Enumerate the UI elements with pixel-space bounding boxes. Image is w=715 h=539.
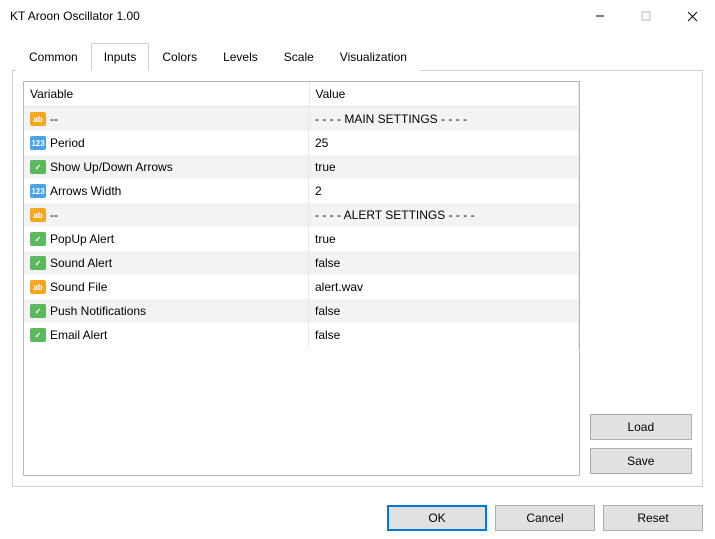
bool-type-icon: ✓ (30, 160, 46, 174)
table-row[interactable]: ✓ Sound Alert false (24, 251, 578, 275)
ok-button[interactable]: OK (387, 505, 487, 531)
value-cell[interactable]: 25 (309, 131, 578, 155)
tab-scale[interactable]: Scale (271, 43, 327, 71)
table-row[interactable]: ✓ PopUp Alert true (24, 227, 578, 251)
table-row[interactable]: ab -- - - - - ALERT SETTINGS - - - - (24, 203, 578, 227)
bool-type-icon: ✓ (30, 256, 46, 270)
variable-name: Show Up/Down Arrows (50, 160, 173, 174)
value-cell[interactable]: - - - - ALERT SETTINGS - - - - (309, 203, 578, 227)
value-cell[interactable]: true (309, 155, 578, 179)
tab-visualization[interactable]: Visualization (327, 43, 420, 71)
titlebar: KT Aroon Oscillator 1.00 (0, 0, 715, 32)
reset-button[interactable]: Reset (603, 505, 703, 531)
tab-colors[interactable]: Colors (149, 43, 210, 71)
variable-cell: ab Sound File (24, 275, 309, 299)
table-row[interactable]: ✓ Push Notifications false (24, 299, 578, 323)
minimize-button[interactable] (577, 0, 623, 32)
load-button[interactable]: Load (590, 414, 692, 440)
variable-name: Period (50, 136, 85, 150)
inputs-table-container: Variable Value ab -- - - - - MAIN SETTINGS… (23, 81, 580, 476)
variable-cell: 123 Arrows Width (24, 179, 309, 203)
string-type-icon: ab (30, 208, 46, 222)
table-row[interactable]: ✓ Email Alert false (24, 323, 578, 347)
value-cell[interactable]: - - - - MAIN SETTINGS - - - - (309, 107, 578, 132)
bool-type-icon: ✓ (30, 232, 46, 246)
tab-strip: CommonInputsColorsLevelsScaleVisualizati… (12, 42, 703, 71)
content-area: CommonInputsColorsLevelsScaleVisualizati… (0, 32, 715, 497)
variable-name: PopUp Alert (50, 232, 114, 246)
window-title: KT Aroon Oscillator 1.00 (10, 9, 577, 23)
int-type-icon: 123 (30, 184, 46, 198)
variable-name: Email Alert (50, 328, 107, 342)
cancel-button[interactable]: Cancel (495, 505, 595, 531)
inputs-table: Variable Value ab -- - - - - MAIN SETTINGS… (24, 82, 579, 347)
value-cell[interactable]: false (309, 299, 578, 323)
table-row[interactable]: ab -- - - - - MAIN SETTINGS - - - - (24, 107, 578, 132)
string-type-icon: ab (30, 112, 46, 126)
tab-inputs[interactable]: Inputs (91, 43, 150, 71)
variable-name: Push Notifications (50, 304, 146, 318)
value-cell[interactable]: alert.wav (309, 275, 578, 299)
col-header-variable[interactable]: Variable (24, 82, 309, 107)
close-button[interactable] (669, 0, 715, 32)
tab-common[interactable]: Common (16, 43, 91, 71)
save-button[interactable]: Save (590, 448, 692, 474)
variable-name: Arrows Width (50, 184, 121, 198)
bool-type-icon: ✓ (30, 304, 46, 318)
value-cell[interactable]: false (309, 323, 578, 347)
variable-name: -- (50, 208, 58, 222)
variable-name: -- (50, 112, 58, 126)
table-row[interactable]: ab Sound File alert.wav (24, 275, 578, 299)
string-type-icon: ab (30, 280, 46, 294)
int-type-icon: 123 (30, 136, 46, 150)
window-controls (577, 0, 715, 32)
variable-cell: ✓ PopUp Alert (24, 227, 309, 251)
maximize-button (623, 0, 669, 32)
tab-levels[interactable]: Levels (210, 43, 271, 71)
table-row[interactable]: 123 Period 25 (24, 131, 578, 155)
variable-name: Sound Alert (50, 256, 112, 270)
variable-cell: ✓ Push Notifications (24, 299, 309, 323)
table-row[interactable]: 123 Arrows Width 2 (24, 179, 578, 203)
variable-cell: 123 Period (24, 131, 309, 155)
variable-cell: ab -- (24, 203, 309, 227)
variable-name: Sound File (50, 280, 107, 294)
variable-cell: ✓ Sound Alert (24, 251, 309, 275)
col-header-value[interactable]: Value (309, 82, 578, 107)
variable-cell: ✓ Show Up/Down Arrows (24, 155, 309, 179)
value-cell[interactable]: 2 (309, 179, 578, 203)
variable-cell: ab -- (24, 107, 309, 131)
bool-type-icon: ✓ (30, 328, 46, 342)
value-cell[interactable]: false (309, 251, 578, 275)
side-buttons: Load Save (590, 81, 692, 476)
value-cell[interactable]: true (309, 227, 578, 251)
table-row[interactable]: ✓ Show Up/Down Arrows true (24, 155, 578, 179)
variable-cell: ✓ Email Alert (24, 323, 309, 347)
dialog-footer: OK Cancel Reset (0, 497, 715, 539)
tab-page-inputs: Variable Value ab -- - - - - MAIN SETTINGS… (12, 71, 703, 487)
